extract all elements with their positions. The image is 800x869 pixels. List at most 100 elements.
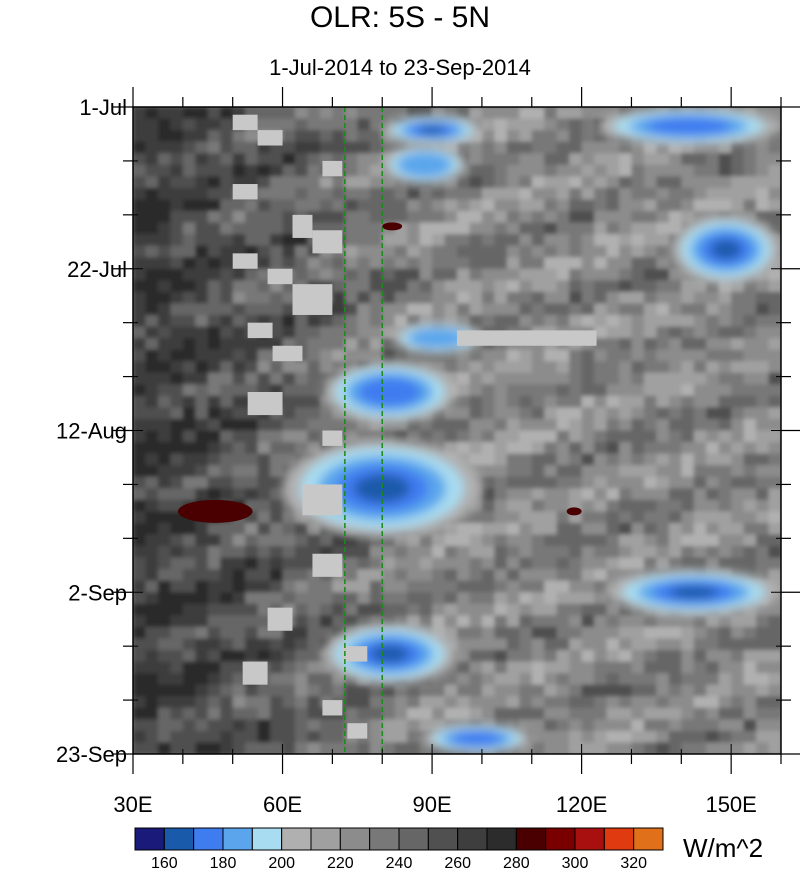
field-cell [407,234,421,247]
field-cell [668,696,683,709]
field-cell [743,534,758,548]
field-cell [494,222,508,236]
field-cell [357,199,371,212]
field-cell [195,326,209,340]
field-cell [257,546,272,559]
field-cell [319,257,334,270]
field-cell [643,338,658,351]
field-cell [706,673,720,686]
field-cell [145,442,159,455]
field-cell [207,569,222,582]
field-cell [195,199,209,212]
field-cell [581,546,596,559]
field-cell [519,626,533,640]
field-cell [444,303,458,316]
field-cell [594,546,608,559]
field-cell [145,742,159,754]
field-cell [457,430,471,444]
field-cell [506,696,521,709]
field-cell [656,488,670,501]
field-cell [133,615,147,628]
field-cell [157,349,172,363]
field-cell [307,349,321,363]
field-cell [643,499,658,513]
field-cell [668,280,683,293]
field-cell [182,130,197,143]
field-cell [232,291,247,305]
field-cell [245,303,259,316]
field-cell [606,384,620,397]
field-cell [494,511,508,524]
field-cell [419,222,434,236]
field-cell [693,291,708,305]
field-cell [718,430,733,444]
field-cell [432,430,446,444]
field-cell [469,222,483,236]
field-cell [207,107,222,120]
field-cell [195,476,209,490]
x-tick-label: 90E [412,792,451,817]
field-cell [531,499,546,513]
field-cell [232,557,247,571]
field-cell [207,314,222,328]
field-cell [681,210,695,224]
field-cell [569,164,583,178]
field-cell [768,742,781,754]
field-cell [668,476,683,490]
field-cell [469,626,483,640]
field-cell [656,268,670,282]
field-cell [594,361,608,374]
field-cell [220,719,234,732]
field-cell [631,534,645,548]
field-cell [631,453,645,467]
field-cell [681,684,695,698]
x-axis: 30E 60E 90E 120E 150E [113,87,782,817]
field-cell [319,141,334,155]
field-cell [693,626,708,640]
field-cell [257,430,272,444]
field-cell [656,222,670,236]
field-cell [332,176,346,189]
field-cell [220,615,234,628]
field-cell [631,291,645,305]
field-cell [643,430,658,444]
field-cell [731,719,745,732]
field-cell [569,234,583,247]
field-cell [519,291,533,305]
field-cell [257,245,272,259]
field-cell [207,442,222,455]
field-cell [469,511,483,524]
field-cell [170,615,184,628]
field-cell [569,476,583,490]
field-cell [631,384,645,397]
field-cell [170,684,184,698]
field-cell [432,418,446,432]
field-cell [382,696,396,709]
field-cell [768,730,781,744]
field-cell [544,280,558,293]
field-cell [295,118,309,132]
field-cell [606,407,620,420]
field-cell [606,372,620,386]
field-cell [220,557,234,571]
field-cell [344,696,359,709]
field-cell [544,291,558,305]
field-cell [631,326,645,340]
field-cell [145,210,159,224]
field-cell [157,650,172,663]
field-cell [481,442,496,455]
field-cell [369,580,384,594]
field-cell [569,176,583,189]
field-cell [319,268,334,282]
field-cell [731,418,745,432]
field-cell [643,407,658,420]
field-cell [643,245,658,259]
field-cell [207,153,222,166]
field-cell [444,522,458,536]
field-cell [170,118,184,132]
field-cell [257,730,272,744]
field-cell [544,130,558,143]
field-cell [319,338,334,351]
field-cell [756,557,770,571]
field-cell [307,153,321,166]
